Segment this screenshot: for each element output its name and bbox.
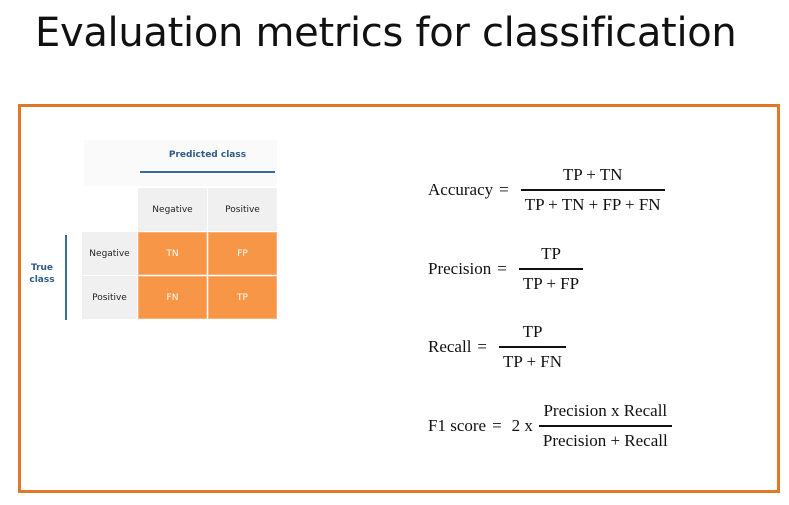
matrix-header-background	[84, 140, 277, 186]
precision-numerator: TP	[541, 244, 561, 263]
column-header-positive: Positive	[208, 188, 277, 231]
fraction-bar	[499, 346, 567, 348]
precision-formula: Precision = TP TP + FP	[428, 244, 585, 294]
row-header-positive: Positive	[82, 276, 137, 319]
row-header-negative: Negative	[82, 232, 137, 275]
fraction-bar	[518, 268, 584, 270]
cell-false-positive: FP	[208, 232, 277, 275]
true-class-label-line1: True	[30, 263, 54, 273]
equals-sign: =	[497, 258, 507, 278]
true-class-label: True class	[24, 262, 60, 286]
cell-false-negative: FN	[138, 276, 207, 319]
precision-denominator: TP + FP	[522, 273, 580, 293]
recall-numerator: TP	[522, 322, 543, 341]
f1-label: F1 score	[428, 415, 487, 435]
f1-prefix: 2 x	[511, 415, 533, 435]
accuracy-label: Accuracy	[428, 179, 494, 199]
precision-label: Precision	[428, 258, 492, 278]
equals-sign: =	[477, 336, 488, 356]
column-header-negative: Negative	[138, 188, 207, 231]
accuracy-numerator: TP + TN	[562, 165, 623, 184]
predicted-class-line	[140, 171, 275, 173]
f1-formula: F1 score = 2 x Precision x Recall Precis…	[428, 401, 674, 451]
f1-denominator: Precision + Recall	[542, 430, 668, 450]
equals-sign: =	[499, 179, 509, 199]
accuracy-fraction: TP + TN TP + TN + FP + FN	[520, 165, 665, 215]
f1-numerator: Precision x Recall	[543, 401, 668, 420]
slide-title: Evaluation metrics for classification	[35, 10, 737, 56]
predicted-class-label: Predicted class	[168, 150, 247, 160]
true-class-label-line2: class	[29, 275, 55, 285]
accuracy-denominator: TP + TN + FP + FN	[524, 194, 661, 214]
fraction-bar	[538, 425, 672, 427]
equals-sign: =	[492, 415, 502, 435]
true-class-line	[65, 235, 67, 320]
cell-true-negative: TN	[138, 232, 207, 275]
recall-denominator: TP + FN	[503, 351, 563, 371]
recall-formula: Recall = TP TP + FN	[428, 322, 568, 372]
recall-fraction: TP TP + FN	[499, 322, 567, 372]
f1-fraction: Precision x Recall Precision + Recall	[538, 401, 672, 451]
fraction-bar	[520, 189, 665, 191]
accuracy-formula: Accuracy = TP + TN TP + TN + FP + FN	[428, 165, 667, 215]
recall-label: Recall	[428, 336, 472, 356]
content-frame	[18, 104, 780, 493]
cell-true-positive: TP	[208, 276, 277, 319]
precision-fraction: TP TP + FP	[518, 244, 584, 294]
